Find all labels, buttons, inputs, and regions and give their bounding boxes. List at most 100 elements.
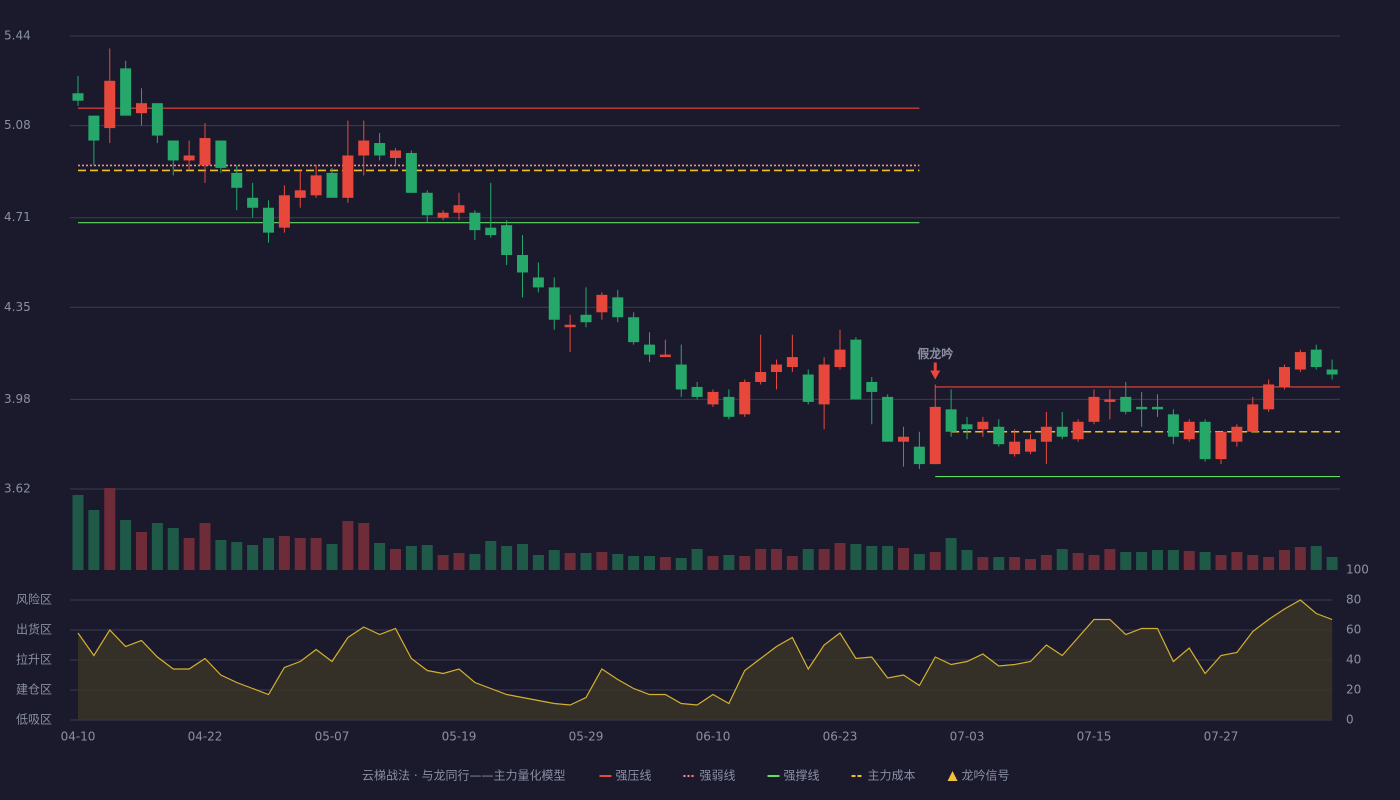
candle-body [1104, 399, 1116, 402]
candle-body [707, 391, 719, 405]
x-tick-label: 05-29 [569, 730, 604, 744]
volume-bar [1263, 557, 1275, 570]
candle-body [739, 381, 751, 415]
candle-body [945, 409, 957, 432]
y-tick-label: 3.98 [4, 392, 31, 406]
candle-body [278, 195, 290, 228]
volume-bar [866, 546, 878, 570]
candle-body [691, 386, 703, 397]
volume-bar [691, 549, 703, 570]
candle-body [326, 172, 338, 198]
zone-label: 风险区 [16, 592, 52, 607]
candle-body [1136, 406, 1148, 410]
volume-bar [1310, 546, 1322, 570]
candle-body [1199, 421, 1211, 460]
volume-bar [199, 523, 211, 570]
volume-bar [358, 523, 370, 570]
volume-bar [342, 521, 354, 570]
y-tick-label: 3.62 [4, 482, 31, 496]
x-tick-label: 04-10 [61, 730, 96, 744]
candle-body [1215, 431, 1227, 460]
candle-body [929, 406, 941, 465]
volume-bar [786, 556, 798, 570]
candle-body [120, 68, 132, 116]
volume-bar [612, 554, 624, 570]
candle-body [628, 317, 640, 343]
volume-bar [898, 548, 909, 570]
volume-bar [231, 542, 243, 570]
volume-bar [1040, 555, 1052, 570]
volume-bar [294, 538, 306, 570]
candle-body [231, 172, 243, 188]
legend-title: 云梯战法 · 与龙同行——主力量化模型 [362, 769, 565, 783]
candle-body [802, 374, 814, 402]
y-tick-label: 4.35 [4, 300, 31, 314]
volume-bar [929, 552, 941, 570]
volume-bar [564, 553, 576, 570]
volume-bar [1247, 555, 1259, 570]
zone-label: 拉升区 [16, 652, 52, 667]
zone-label: 建仓区 [16, 683, 52, 697]
volume-bar [1326, 557, 1338, 570]
candle-body [1247, 404, 1259, 432]
candle-body [612, 297, 624, 318]
candle-body [882, 396, 894, 442]
x-tick-label: 06-23 [823, 730, 858, 744]
volume-bar [644, 556, 655, 570]
volume-bar [1231, 552, 1243, 570]
candle-body [1120, 396, 1132, 412]
legend-label: 龙吟信号 [962, 768, 1010, 783]
volume-bar [405, 546, 417, 570]
x-tick-label: 05-07 [315, 730, 350, 744]
y-tick-label: 4.71 [4, 210, 31, 224]
candle-body [580, 314, 592, 323]
volume-bar [1056, 549, 1068, 570]
candle-body [644, 344, 655, 355]
legend-label: 强弱线 [699, 769, 735, 783]
y-tick-label: 60 [1346, 623, 1361, 637]
candle-body [898, 436, 909, 442]
candle-body [215, 140, 227, 168]
volume-bar [675, 558, 687, 570]
volume-bar [437, 555, 449, 570]
candle-body [1294, 352, 1306, 370]
legend-label: 强压线 [615, 769, 651, 783]
candle-body [850, 339, 862, 400]
volume-bar [532, 555, 544, 570]
volume-bar [326, 544, 338, 570]
volume-bar [1167, 550, 1179, 570]
candle-body [167, 140, 179, 161]
x-tick-label: 04-22 [188, 730, 223, 744]
zone-label: 出货区 [16, 622, 52, 637]
candle-body [1326, 369, 1338, 375]
volume-bar [628, 556, 640, 570]
candle-body [1183, 421, 1195, 440]
volume-bar [755, 549, 767, 570]
candle-body [517, 255, 528, 273]
x-tick-label: 07-15 [1077, 730, 1112, 744]
volume-bar [167, 528, 179, 570]
candle-body [294, 190, 306, 198]
volume-bar [278, 536, 290, 570]
volume-bar [136, 532, 147, 570]
volume-bar [1183, 551, 1195, 570]
candle-body [405, 152, 417, 193]
oscillator-line [77, 599, 1333, 706]
y-tick-label: 20 [1346, 683, 1361, 697]
candle-body [913, 446, 925, 465]
y-tick-label: 80 [1346, 593, 1361, 607]
volume-bar [501, 546, 513, 570]
volume-bar [421, 545, 433, 570]
candle-body [437, 212, 449, 218]
candle-body [390, 150, 401, 158]
volume-bar [310, 538, 322, 570]
candle-body [1152, 406, 1163, 410]
y-tick-label: 5.08 [4, 118, 31, 132]
candle-body [136, 103, 147, 114]
y-tick-label: 100 [1346, 563, 1369, 577]
candle-body [342, 155, 354, 198]
candle-body [1088, 396, 1100, 422]
candle-body [247, 197, 259, 208]
volume-bar [120, 520, 132, 570]
